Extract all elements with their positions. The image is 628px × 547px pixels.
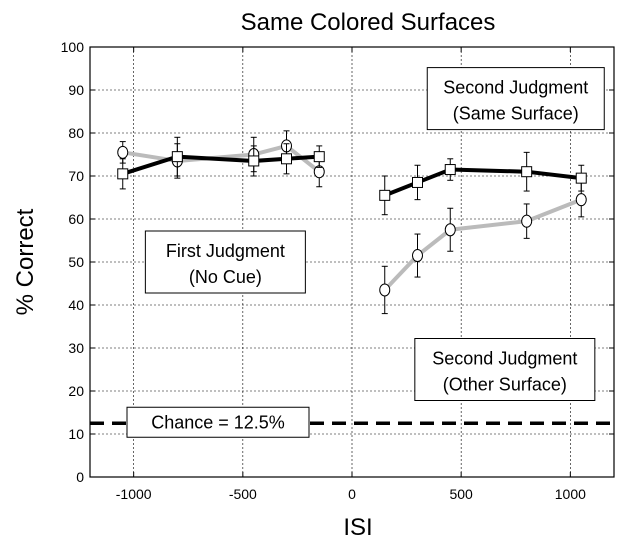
data-point-circle [445, 224, 455, 236]
annotation-text: (Same Surface) [453, 104, 579, 124]
annotation-text: (Other Surface) [443, 375, 567, 395]
y-tick-label: 60 [68, 211, 84, 227]
x-tick-label: 1000 [555, 486, 586, 502]
x-tick-label: -1000 [116, 486, 152, 502]
y-tick-label: 40 [68, 297, 84, 313]
x-tick-label: 0 [348, 486, 356, 502]
data-point-square [118, 169, 128, 179]
y-tick-label: 80 [68, 125, 84, 141]
y-tick-label: 0 [76, 469, 84, 485]
data-point-circle [413, 250, 423, 262]
data-point-circle [576, 194, 586, 206]
data-point-circle [118, 146, 128, 158]
annotation-box: First Judgment (No Cue) [145, 231, 305, 293]
annotation-box: Second Judgment (Same Surface) [427, 68, 604, 130]
y-tick-label: 100 [61, 39, 85, 55]
data-point-square [522, 167, 532, 177]
chart-title: Same Colored Surfaces [241, 9, 496, 36]
data-point-square [445, 165, 455, 175]
x-axis-label: ISI [343, 514, 372, 541]
data-point-circle [380, 284, 390, 296]
annotation-box: Second Judgment (Other Surface) [415, 339, 595, 401]
data-point-square [576, 173, 586, 183]
data-point-square [249, 156, 259, 166]
data-point-square [314, 152, 324, 162]
y-tick-label: 30 [68, 340, 84, 356]
data-point-square [413, 177, 423, 187]
data-point-square [282, 154, 292, 164]
x-tick-label: -500 [229, 486, 257, 502]
chance-label: Chance = 12.5% [151, 412, 285, 432]
y-tick-label: 90 [68, 82, 84, 98]
y-tick-label: 70 [68, 168, 84, 184]
y-axis-label: % Correct [12, 208, 39, 315]
annotation-text: Second Judgment [432, 349, 577, 369]
y-tick-label: 50 [68, 254, 84, 270]
annotation-text: (No Cue) [189, 267, 262, 287]
x-tick-label: 500 [449, 486, 473, 502]
annotation-text: First Judgment [166, 241, 285, 261]
y-tick-label: 20 [68, 383, 84, 399]
y-tick-label: 10 [68, 426, 84, 442]
annotation-text: Second Judgment [443, 78, 588, 98]
data-point-square [172, 152, 182, 162]
data-point-square [380, 190, 390, 200]
data-point-circle [522, 215, 532, 227]
